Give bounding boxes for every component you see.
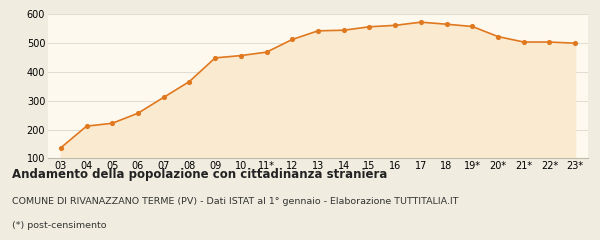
Point	[133, 111, 143, 115]
Point	[339, 28, 349, 32]
Point	[467, 24, 477, 28]
Point	[236, 54, 245, 58]
Point	[416, 20, 425, 24]
Point	[519, 40, 529, 44]
Point	[391, 24, 400, 27]
Point	[545, 40, 554, 44]
Point	[185, 80, 194, 84]
Point	[82, 124, 91, 128]
Point	[287, 37, 297, 41]
Point	[107, 121, 117, 125]
Text: (*) post-censimento: (*) post-censimento	[12, 221, 107, 230]
Point	[211, 56, 220, 60]
Point	[56, 146, 65, 150]
Point	[571, 41, 580, 45]
Point	[313, 29, 323, 33]
Point	[159, 96, 169, 99]
Text: Andamento della popolazione con cittadinanza straniera: Andamento della popolazione con cittadin…	[12, 168, 388, 181]
Point	[493, 35, 503, 38]
Text: COMUNE DI RIVANAZZANO TERME (PV) - Dati ISTAT al 1° gennaio - Elaborazione TUTTI: COMUNE DI RIVANAZZANO TERME (PV) - Dati …	[12, 197, 458, 206]
Point	[262, 50, 271, 54]
Point	[442, 22, 451, 26]
Point	[365, 25, 374, 29]
